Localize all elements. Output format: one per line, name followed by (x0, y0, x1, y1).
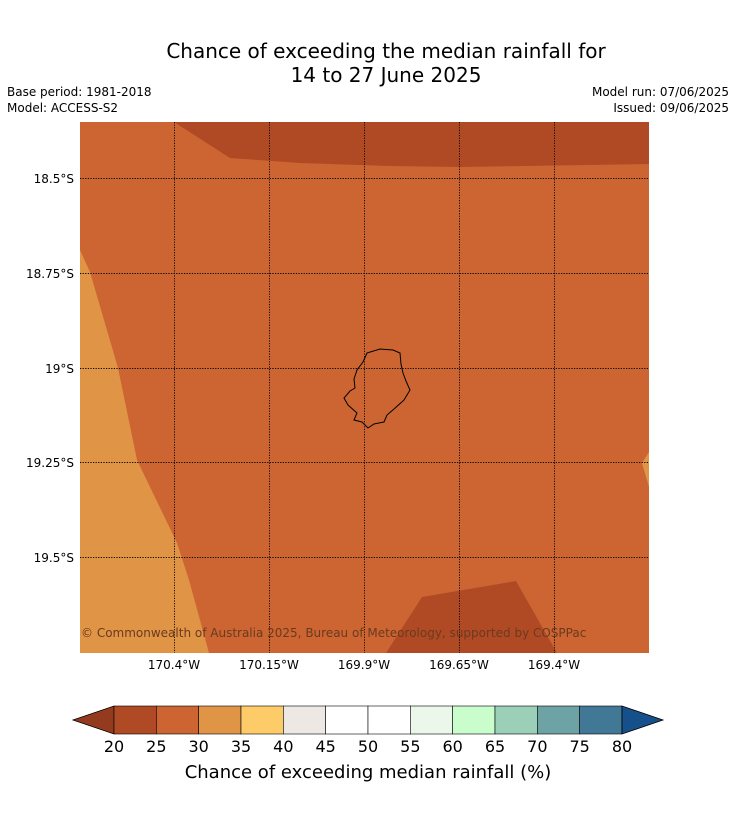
colorbar-segment (325, 705, 369, 735)
meta-right: Model run: 07/06/2025 Issued: 09/06/2025 (592, 84, 729, 116)
base-period-text: Base period: 1981-2018 (7, 85, 152, 99)
lat-labels: 18.5°S 18.75°S 19°S 19.25°S 19.5°S (26, 172, 74, 565)
colorbar-segment (452, 705, 496, 735)
gridlines (80, 122, 649, 653)
colorbar-segment (283, 705, 326, 735)
lat-label: 19.5°S (34, 551, 74, 565)
lon-label: 169.9°W (338, 658, 390, 672)
colorbar: 20 25 30 35 40 45 50 55 60 65 70 75 80 Chance of exc… (71, 705, 665, 783)
colorbar-segment (198, 705, 242, 735)
lon-label: 169.65°W (429, 658, 489, 672)
lon-label: 170.4°W (148, 658, 200, 672)
colorbar-segment (537, 705, 580, 735)
colorbar-label: Chance of exceeding median rainfall (%) (185, 762, 552, 783)
copyright-notice: © Commonwealth of Australia 2025, Bureau… (81, 626, 586, 640)
colorbar-segment (240, 705, 284, 735)
colorbar-tick-label: 20 (104, 737, 124, 756)
colorbar-over-arrow (621, 705, 665, 735)
map-panel: © Commonwealth of Australia 2025, Bureau… (80, 122, 649, 653)
issued-text: Issued: 09/06/2025 (613, 101, 729, 115)
lon-label: 170.15°W (239, 658, 299, 672)
region-20-25-north (174, 122, 649, 167)
colorbar-segment (410, 705, 453, 735)
colorbar-tick-label: 25 (146, 737, 166, 756)
colorbar-tick-label: 75 (569, 737, 589, 756)
colorbar-tick-label: 60 (442, 737, 462, 756)
colorbar-segments (113, 705, 623, 735)
colorbar-ticks: 20 25 30 35 40 45 50 55 60 65 70 75 80 (104, 737, 632, 756)
lat-label: 18.5°S (34, 172, 74, 186)
lon-label: 169.4°W (528, 658, 580, 672)
colorbar-segment (113, 705, 157, 735)
colorbar-tick-label: 80 (612, 737, 632, 756)
lat-label: 19°S (45, 362, 74, 376)
colorbar-tick-label: 65 (485, 737, 505, 756)
colorbar-segment (494, 705, 538, 735)
colorbar-tick-label: 40 (273, 737, 293, 756)
colorbar-segment (156, 705, 199, 735)
lat-label: 19.25°S (26, 456, 74, 470)
colorbar-segment (367, 705, 411, 735)
lat-label: 18.75°S (26, 267, 74, 281)
meta-left: Base period: 1981-2018 Model: ACCESS-S2 (7, 84, 152, 116)
colorbar-tick-label: 50 (358, 737, 378, 756)
model-run-text: Model run: 07/06/2025 (591, 85, 729, 99)
colorbar-tick-label: 45 (315, 737, 335, 756)
model-text: Model: ACCESS-S2 (7, 101, 119, 115)
colorbar-tick-label: 55 (400, 737, 420, 756)
region-30-35-west (80, 250, 209, 653)
colorbar-segment (579, 705, 623, 735)
island-coastline (343, 348, 411, 429)
region-20-25-south (386, 581, 557, 653)
colorbar-under-arrow (71, 705, 115, 735)
map-title-line2: 14 to 27 June 2025 (290, 63, 482, 87)
colorbar-tick-label: 35 (231, 737, 251, 756)
map-title-line1: Chance of exceeding the median rainfall … (166, 39, 606, 63)
colorbar-tick-label: 70 (527, 737, 547, 756)
region-30-35-east (642, 452, 649, 487)
colorbar-tick-label: 30 (188, 737, 208, 756)
lon-labels: 170.4°W 170.15°W 169.9°W 169.65°W 169.4°… (148, 658, 580, 672)
